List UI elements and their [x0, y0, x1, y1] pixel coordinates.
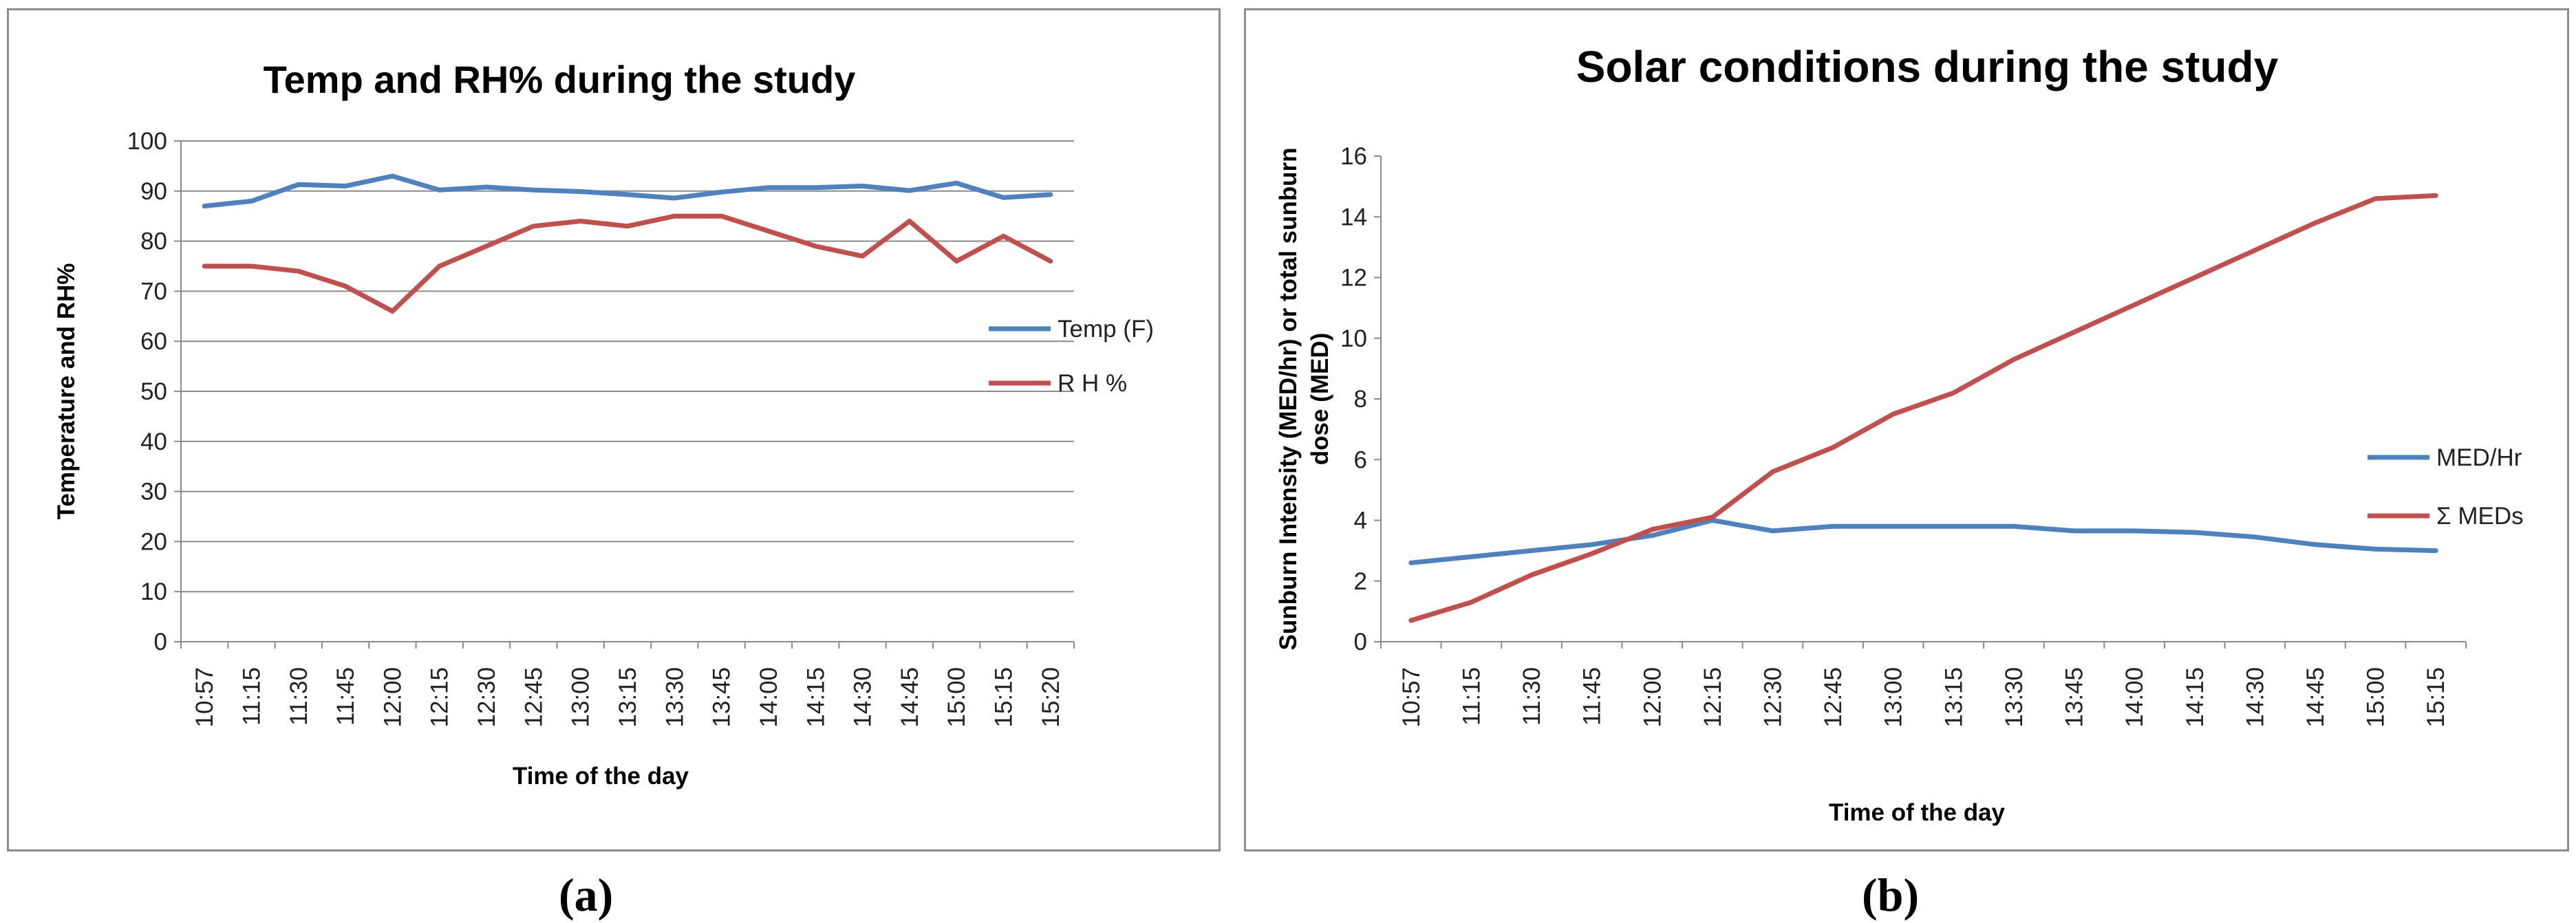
chart-b-x-tick-label: 11:15: [1458, 667, 1485, 726]
chart-a-x-tick-label: 12:45: [520, 667, 547, 728]
chart-a-y-axis-label: Temperature and RH%: [53, 263, 80, 520]
chart-a-title: Temp and RH% during the study: [264, 58, 856, 101]
chart-b-y-tick-label: 6: [1354, 446, 1367, 473]
chart-panel-a: Temp and RH% during the study 0 10 20 30 40 50…: [7, 8, 1221, 851]
chart-b-y-tick-label: 10: [1340, 325, 1367, 352]
chart-b-y-tick-label: 16: [1340, 143, 1367, 170]
chart-a-x-tick-label: 10:57: [191, 667, 218, 728]
chart-b-y-tick-label: 8: [1354, 386, 1367, 413]
chart-a-y-tick-label: 100: [127, 128, 167, 155]
chart-a-x-tick-label: 15:15: [991, 667, 1018, 728]
chart-a-y-tick-label: 60: [140, 328, 167, 355]
chart-a-x-tick-label: 13:15: [614, 667, 641, 728]
chart-a-x-tick-label: 12:15: [427, 667, 453, 728]
caption-a: (a): [559, 869, 614, 921]
chart-a-x-tick-label: 14:45: [897, 667, 923, 728]
chart-b-series-line-2: [1408, 193, 2438, 623]
chart-b-x-tick-label: 15:00: [2363, 667, 2390, 728]
chart-a-x-tick-label: 11:30: [286, 667, 312, 726]
chart-b-svg: Solar conditions during the study 0 2 4 6 8 10…: [1275, 42, 2524, 826]
chart-a-x-tick-label: 13:00: [568, 667, 594, 728]
chart-a-y-tick-label: 50: [140, 378, 167, 405]
chart-a-x-tick-label: 15:00: [943, 667, 970, 728]
chart-b-y-tick-label: 12: [1340, 265, 1367, 292]
chart-b-legend-label-2: Σ MEDs: [2436, 503, 2524, 530]
chart-b-x-tick-label: 11:45: [1579, 667, 1606, 726]
chart-b-x-tick-label: 13:15: [1940, 667, 1967, 728]
chart-b-x-tick-label: 14:45: [2302, 667, 2329, 728]
chart-b-y-axis-label-line1: Sunburn Intensity (MED/hr) or total sunb…: [1275, 147, 1302, 650]
chart-a-x-tick-label: 12:00: [379, 667, 406, 728]
chart-b-x-tick-label: 12:00: [1639, 667, 1666, 728]
caption-b: (b): [1862, 869, 1920, 921]
chart-a-y-tick-label: 0: [154, 629, 167, 655]
chart-b-series-line-1: [1408, 518, 2438, 565]
chart-a-y-tick-label: 90: [140, 178, 167, 205]
chart-b-x-tick-label: 12:15: [1699, 667, 1726, 728]
chart-a-x-tick-label: 13:45: [709, 667, 736, 728]
chart-a-x-tick-label: 14:00: [755, 667, 782, 728]
chart-a-x-tick-label: 14:15: [802, 667, 829, 728]
chart-a-series-line-2: [202, 213, 1053, 314]
chart-b-y-tick-label: 4: [1354, 508, 1367, 534]
chart-a-x-tick-label: 13:30: [661, 667, 688, 728]
chart-a-legend-label-2: R H %: [1058, 370, 1127, 397]
chart-a-y-tick-label: 80: [140, 228, 167, 255]
chart-a-y-tick-label: 30: [140, 479, 167, 506]
chart-b-y-tick-label: 2: [1354, 568, 1367, 595]
chart-b-title: Solar conditions during the study: [1576, 42, 2279, 91]
chart-b-x-tick-label: 12:45: [1820, 667, 1847, 728]
chart-a-y-tick-label: 70: [140, 278, 167, 305]
chart-a-x-tick-label: 11:45: [332, 667, 359, 726]
chart-b-x-tick-label: 10:57: [1398, 667, 1425, 728]
chart-a-x-tick-label: 11:15: [238, 667, 265, 726]
chart-b-x-tick-label: 14:15: [2182, 667, 2209, 728]
chart-b-x-axis-label: Time of the day: [1829, 799, 2006, 826]
chart-a-series-line-1: [202, 173, 1053, 209]
chart-a-x-axis-label: Time of the day: [513, 763, 689, 790]
chart-b-x-tick-label: 15:15: [2423, 667, 2449, 728]
chart-b-y-tick-label: 0: [1354, 629, 1367, 655]
chart-a-y-tick-label: 40: [140, 428, 167, 455]
chart-panel-b: Solar conditions during the study 0 2 4 6 8 10…: [1244, 8, 2569, 851]
chart-b-x-tick-label: 12:30: [1759, 667, 1786, 728]
chart-a-y-tick-label: 10: [140, 578, 167, 605]
chart-b-legend-label-1: MED/Hr: [2436, 444, 2522, 471]
chart-a-x-tick-label: 15:20: [1038, 667, 1064, 728]
chart-b-y-tick-label: 14: [1340, 204, 1367, 230]
chart-a-y-tick-label: 20: [140, 528, 167, 555]
chart-a-x-tick-label: 12:30: [473, 667, 500, 728]
chart-b-x-tick-label: 14:00: [2121, 667, 2148, 728]
chart-a-legend-label-1: Temp (F): [1058, 316, 1154, 343]
chart-b-x-tick-label: 14:30: [2242, 667, 2268, 728]
chart-b-x-tick-label: 11:30: [1518, 667, 1545, 726]
chart-b-x-tick-label: 13:30: [2001, 667, 2028, 728]
chart-b-y-axis-label-line2: dose (MED): [1307, 333, 1333, 466]
chart-b-x-tick-label: 13:45: [2061, 667, 2088, 728]
chart-b-x-tick-label: 13:00: [1880, 667, 1907, 728]
chart-a-x-tick-label: 14:30: [850, 667, 877, 728]
chart-a-svg: Temp and RH% during the study 0 10 20 30 40 50…: [53, 58, 1154, 790]
